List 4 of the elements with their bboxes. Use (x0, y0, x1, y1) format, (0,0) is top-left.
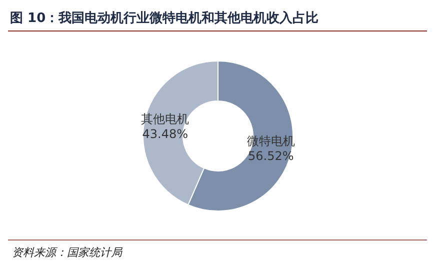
text: 资料来源：国家统计局 (12, 246, 123, 259)
slice-label: 其他电机 (141, 112, 190, 126)
data-label: 43.48% (142, 127, 188, 142)
chart-title: 图 10：我国电动机行业微特电机和其他电机收入占比 (10, 10, 319, 26)
